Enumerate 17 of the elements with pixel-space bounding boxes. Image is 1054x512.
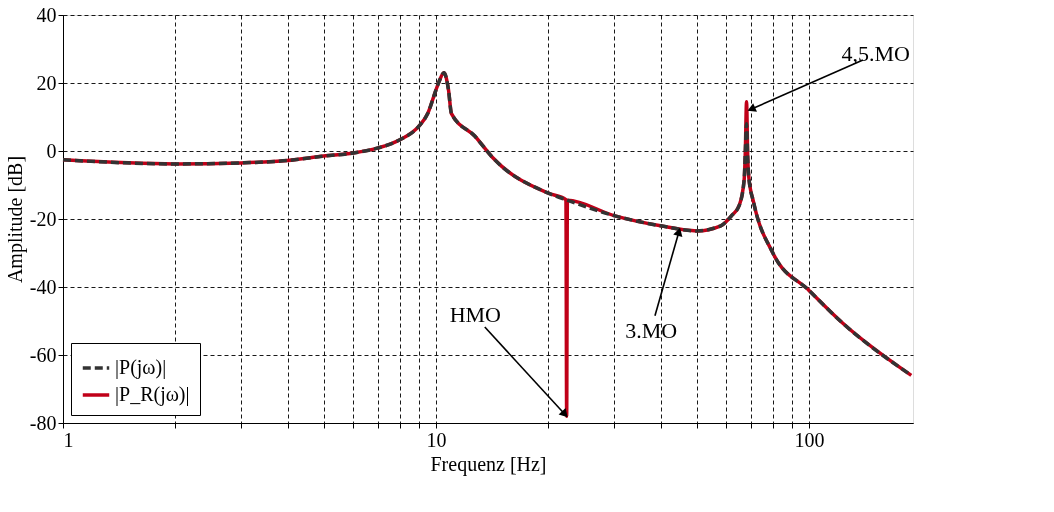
x-axis-title: Frequenz [Hz] xyxy=(430,452,547,476)
x-tick-label: 10 xyxy=(426,428,447,451)
x-tick-label: 1 xyxy=(63,428,74,451)
annotation: HMO xyxy=(449,302,501,328)
y-tick-label: -80 xyxy=(29,411,57,434)
y-tick-label: -60 xyxy=(29,343,57,366)
y-tick-label: 40 xyxy=(36,3,57,26)
x-tick-label: 100 xyxy=(794,428,825,451)
y-tick-label: 0 xyxy=(46,139,57,162)
annotation: 4,5.MO xyxy=(841,40,910,66)
annotation: 3.MO xyxy=(625,318,678,344)
y-axis-title: Amplitude [dB] xyxy=(3,155,27,284)
y-tick-label: -20 xyxy=(29,207,57,230)
y-tick-label: 20 xyxy=(36,71,57,94)
legend-label: |P_R(jω)| xyxy=(115,383,190,406)
legend-label: |P(jω)| xyxy=(115,356,167,379)
y-tick-label: -40 xyxy=(29,275,57,298)
